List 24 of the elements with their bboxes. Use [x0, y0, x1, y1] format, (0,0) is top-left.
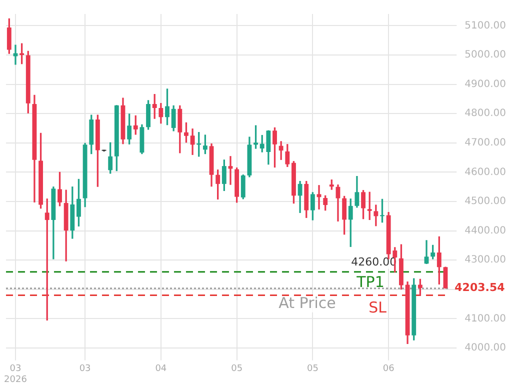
y-tick-label: 4800.00 — [464, 108, 506, 120]
x-tick-label: 06 — [382, 364, 395, 374]
ref-line-label: SL — [368, 298, 388, 317]
ref-line-label: At Price — [278, 294, 336, 312]
x-tick-label: 05 — [306, 364, 318, 374]
y-tick-label: 4900.00 — [464, 78, 506, 90]
candlestick — [374, 204, 378, 226]
y-tick-label: 5000.00 — [464, 50, 506, 61]
y-tick-label: 4400.00 — [464, 225, 506, 236]
y-tick-label: 4500.00 — [464, 196, 506, 208]
y-tick-label: 4100.00 — [464, 313, 506, 324]
y-tick-label: 4600.00 — [464, 166, 506, 178]
candlestick — [278, 141, 284, 160]
y-tick-label: 4700.00 — [464, 138, 506, 149]
candlestick — [316, 185, 322, 210]
x-tick-label: 03 2026 — [4, 364, 28, 385]
x-tick-label: 03 — [79, 364, 91, 374]
x-tick-label: 05 — [231, 364, 243, 374]
y-tick-label: 4300.00 — [464, 254, 506, 266]
y-tick-label: 5100.00 — [464, 20, 506, 32]
y-tick-label: 4000.00 — [464, 342, 506, 354]
text: 4203.54 — [454, 281, 506, 294]
x-tick-label: 04 — [155, 364, 167, 374]
ref-line-label: TP1 — [356, 273, 384, 292]
